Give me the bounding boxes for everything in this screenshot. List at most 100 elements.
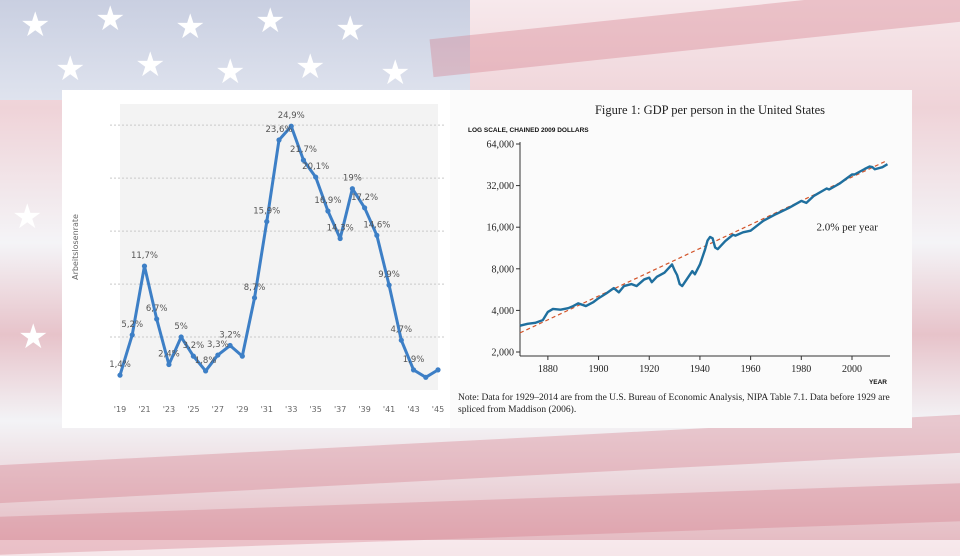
- flag-star-icon: ★: [335, 9, 366, 49]
- data-point: [362, 205, 368, 211]
- x-tick-label: 1960: [741, 364, 761, 375]
- data-label: 11,7%: [131, 251, 158, 261]
- flag-star-icon: ★: [20, 5, 51, 45]
- data-point: [349, 186, 355, 192]
- data-point: [166, 361, 172, 368]
- data-label: 14,6%: [363, 220, 390, 230]
- flag-stripe: [429, 0, 960, 78]
- data-point: [190, 353, 196, 359]
- data-point: [178, 334, 184, 340]
- x-tick-label: '43: [407, 405, 419, 414]
- data-label: 5,2%: [121, 320, 143, 330]
- flag-canton: [0, 0, 470, 100]
- flag-star-icon: ★: [255, 1, 286, 41]
- y-tick-label: 32,000: [487, 181, 515, 192]
- x-tick-label: 1980: [791, 364, 811, 375]
- trend-annotation: 2.0% per year: [817, 221, 879, 233]
- x-tick-label: '35: [309, 405, 321, 414]
- flag-star-icon: ★: [18, 317, 49, 357]
- flag-star-icon: ★: [135, 45, 166, 85]
- x-tick-label: 1940: [690, 364, 710, 375]
- data-point: [117, 372, 123, 378]
- data-point: [251, 295, 258, 301]
- y-tick-label: 64,000: [487, 140, 515, 151]
- flag-star-icon: ★: [55, 49, 86, 89]
- x-tick-label: '27: [212, 405, 224, 414]
- data-point: [239, 353, 245, 359]
- data-point: [423, 374, 429, 380]
- x-tick-label: '33: [285, 405, 297, 414]
- data-label: 15,9%: [253, 207, 280, 217]
- x-tick-label: '31: [261, 405, 273, 414]
- gdp-chart-note: Note: Data for 1929–2014 are from the U.…: [458, 393, 890, 415]
- data-point: [374, 232, 380, 238]
- x-tick-label: 1920: [639, 364, 659, 375]
- data-label: 3,2%: [183, 341, 205, 351]
- chart-subtitle: LOG SCALE, CHAINED 2009 DOLLARS: [468, 127, 589, 134]
- data-point: [203, 368, 209, 374]
- flag-star-icon: ★: [215, 52, 246, 92]
- data-label: 24,9%: [278, 111, 305, 121]
- x-tick-label: '41: [383, 405, 395, 414]
- y-tick-label: 8,000: [492, 264, 515, 275]
- data-point: [264, 218, 270, 225]
- unemployment-chart-panel: Arbeitslosenrate '19 '21 '23 '25 '27 '29 '31 '33…: [62, 90, 450, 428]
- data-point: [410, 367, 417, 373]
- x-axis-label: YEAR: [869, 379, 887, 386]
- x-tick-label: '39: [358, 405, 370, 414]
- plot-background: [120, 104, 438, 390]
- data-point: [129, 332, 135, 338]
- data-label: 21,7%: [290, 145, 317, 155]
- data-label: 8,7%: [244, 283, 266, 293]
- data-point: [435, 367, 441, 373]
- data-label: 6,7%: [146, 304, 168, 314]
- data-point: [154, 316, 160, 322]
- gdp-series-line: [519, 163, 889, 327]
- data-label: 20,1%: [302, 162, 329, 172]
- data-label: 9,9%: [378, 270, 400, 280]
- gdp-chart-panel: Figure 1: GDP per person in the United S…: [450, 90, 912, 428]
- x-tick-label: 2000: [842, 364, 862, 375]
- unemployment-line-chart: Arbeitslosenrate '19 '21 '23 '25 '27 '29 '31 '33…: [71, 104, 444, 414]
- data-point: [337, 235, 343, 242]
- data-label: 14,3%: [327, 224, 354, 234]
- x-tick-label: '45: [432, 405, 444, 414]
- data-point: [276, 137, 282, 143]
- chart-title: Figure 1: GDP per person in the United S…: [595, 103, 825, 117]
- data-label: 3,3%: [207, 340, 229, 350]
- data-label: 2,4%: [158, 350, 180, 360]
- x-tick-label: '29: [236, 405, 248, 414]
- data-point: [325, 208, 331, 214]
- data-point: [398, 337, 404, 343]
- data-label: 16,9%: [314, 196, 341, 206]
- x-tick-label: 1880: [538, 364, 558, 375]
- data-label: 1,4%: [109, 360, 131, 370]
- flag-star-icon: ★: [12, 197, 43, 237]
- flag-star-icon: ★: [95, 0, 126, 39]
- x-tick-label: '37: [334, 405, 346, 414]
- y-tick-label: 4,000: [492, 306, 515, 317]
- data-label: 19%: [343, 174, 362, 184]
- data-point: [313, 174, 319, 180]
- data-point: [215, 352, 221, 358]
- data-label: 1,9%: [403, 355, 425, 365]
- flag-star-icon: ★: [295, 47, 326, 87]
- data-label: 1,8%: [195, 356, 217, 366]
- y-axis-label: Arbeitslosenrate: [71, 214, 80, 280]
- x-tick-label: '23: [163, 405, 175, 414]
- y-tick-label: 2,000: [492, 348, 515, 359]
- x-tick-label: '19: [114, 405, 126, 414]
- gdp-line-chart: Figure 1: GDP per person in the United S…: [468, 103, 890, 386]
- data-label: 23,6%: [265, 125, 292, 135]
- trend-line: [519, 159, 888, 334]
- x-tick-label: '25: [187, 405, 199, 414]
- flag-star-icon: ★: [380, 53, 411, 93]
- data-point: [386, 282, 392, 288]
- data-point: [227, 342, 233, 349]
- data-point: [141, 263, 148, 269]
- data-label: 4,7%: [391, 325, 413, 335]
- flag-star-icon: ★: [175, 7, 206, 47]
- data-label: 3,2%: [219, 331, 241, 341]
- x-tick-label: '21: [138, 405, 150, 414]
- data-label: 17,2%: [351, 193, 378, 203]
